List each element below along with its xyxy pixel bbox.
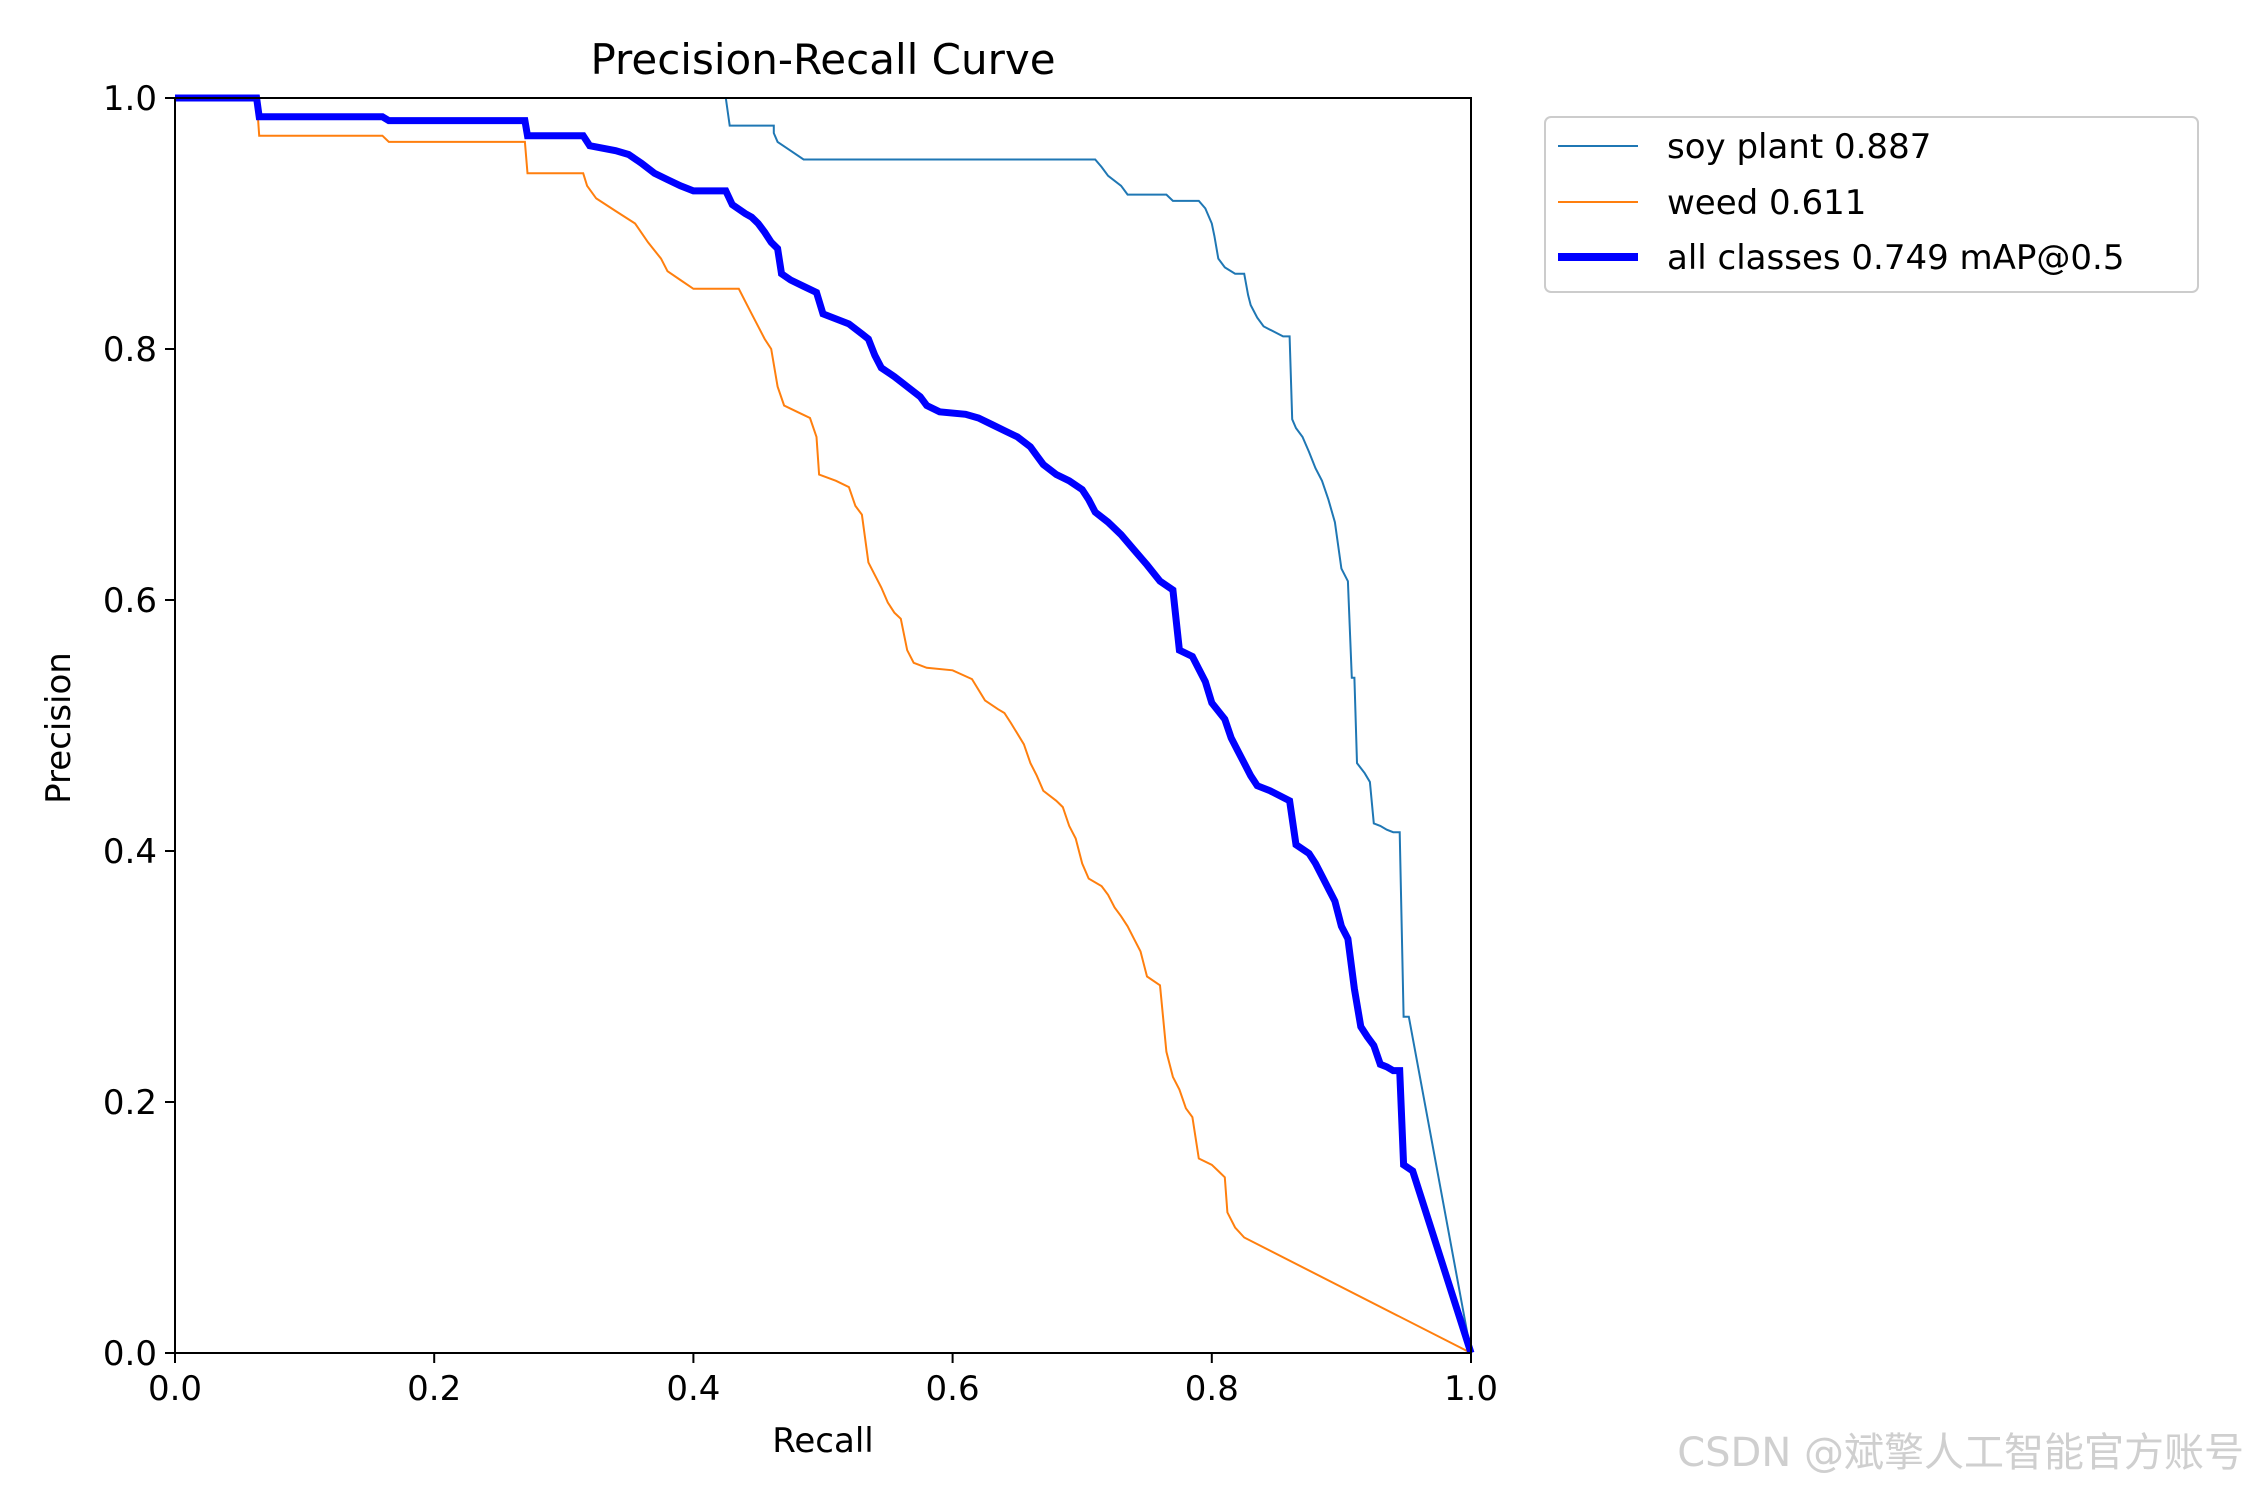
chart-title: Precision-Recall Curve (590, 35, 1055, 84)
x-tick-label: 1.0 (1444, 1369, 1498, 1409)
y-tick-label: 0.2 (103, 1083, 157, 1123)
x-axis: 0.0 0.2 0.4 0.6 0.8 1.0 (148, 1353, 1498, 1409)
legend-box (1544, 116, 2199, 293)
x-tick-label: 0.4 (666, 1369, 720, 1409)
series-line-soy-plant (175, 97, 1472, 1354)
y-axis: 0.0 0.2 0.4 0.6 0.8 1.0 (103, 79, 175, 1374)
x-tick-label: 0.2 (407, 1369, 461, 1409)
plot-area (175, 94, 1475, 1355)
legend-label-soy-plant: soy plant 0.887 (1667, 127, 1931, 167)
y-tick-label: 0.8 (103, 330, 157, 370)
x-axis-label: Recall (772, 1421, 873, 1461)
y-tick-label: 0.4 (103, 832, 157, 872)
y-tick-label: 1.0 (103, 79, 157, 119)
series-layer (175, 94, 1475, 1355)
x-tick-label: 0.8 (1185, 1369, 1239, 1409)
y-axis-label: Precision (39, 652, 79, 804)
plot-frame (174, 97, 1472, 1354)
legend-label-all-classes: all classes 0.749 mAP@0.5 (1667, 238, 2124, 278)
x-tick-label: 0.0 (148, 1369, 202, 1409)
legend-label-weed: weed 0.611 (1667, 183, 1866, 223)
legend: soy plant 0.887 weed 0.611 all classes 0… (1544, 116, 2199, 293)
watermark: CSDN @斌擎人工智能官方账号 (1677, 1430, 2244, 1476)
y-tick-label: 0.6 (103, 581, 157, 621)
series-line-all-classes (175, 94, 1475, 1355)
y-tick-label: 0.0 (103, 1334, 157, 1374)
x-tick-label: 0.6 (926, 1369, 980, 1409)
series-line-weed (175, 97, 1472, 1354)
